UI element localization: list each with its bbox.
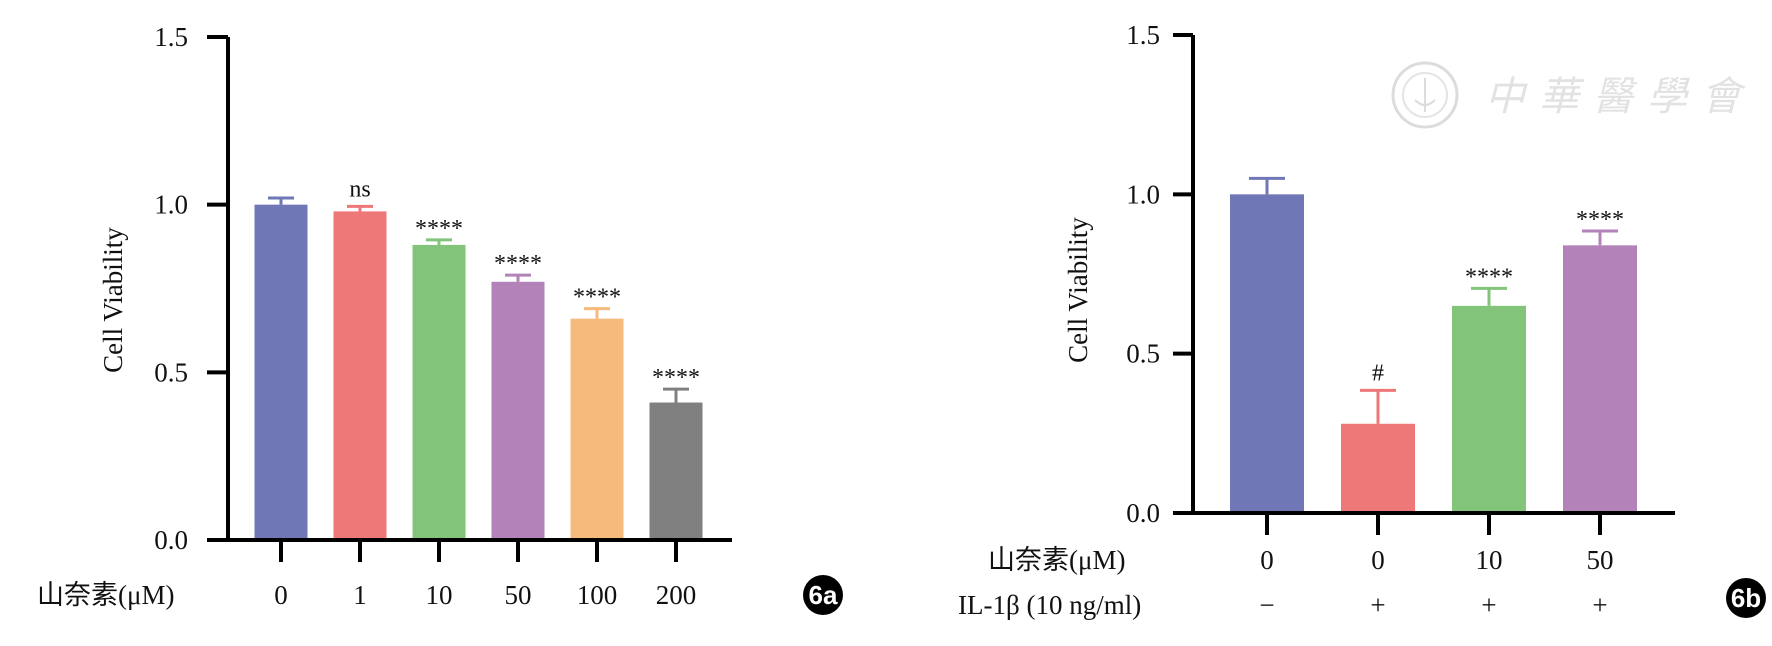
chart-6a: 0 ns 1 **** 10 **** 50 **** 100 **** 200 0.0 0.5 1.0 1… xyxy=(37,22,843,615)
x-secondary-label: + xyxy=(1592,590,1607,620)
x-tick-label: 0 xyxy=(1260,545,1274,575)
x-secondary-label: + xyxy=(1370,590,1385,620)
x-secondary-label: − xyxy=(1259,590,1274,620)
chart-6b: 0 − #0 + **** 10 + **** 50 +0.0 0.5 1.0 1.5 Cell Viab… xyxy=(958,20,1766,620)
bar xyxy=(1452,305,1526,513)
y-axis-title: Cell Viability xyxy=(98,227,128,373)
x-tick-label: 200 xyxy=(656,580,697,610)
y-tick-label: 1.5 xyxy=(1126,20,1160,50)
labels-6b: 0 − #0 + **** 10 + **** 50 +0.0 0.5 1.0 1.5 Cell Viab… xyxy=(958,20,1766,620)
panel-label: 6a xyxy=(809,580,838,610)
significance-label: **** xyxy=(573,285,621,311)
bars-6b xyxy=(1230,176,1637,514)
y-tick-label: 0.5 xyxy=(1126,339,1160,369)
bar xyxy=(649,402,703,540)
row-label: 山奈素(μM) xyxy=(37,580,174,610)
bar xyxy=(412,244,466,540)
bar xyxy=(570,318,624,540)
labels-6a: 0 ns 1 **** 10 **** 50 **** 100 **** 200 0.0 0.5 1.0 1… xyxy=(37,22,843,615)
x-tick-label: 0 xyxy=(274,580,288,610)
watermark: 中華醫學會 xyxy=(1391,61,1755,129)
y-axis-title: Cell Viability xyxy=(1063,217,1093,363)
y-tick-label: 1.5 xyxy=(154,22,188,52)
significance-label: **** xyxy=(1465,264,1513,290)
x-tick-label: 50 xyxy=(1587,545,1614,575)
bar xyxy=(1341,423,1415,513)
panel-label: 6b xyxy=(1731,583,1761,613)
row-label: IL-1β (10 ng/ml) xyxy=(958,590,1141,620)
significance-label: # xyxy=(1372,360,1384,386)
y-tick-label: 0.5 xyxy=(154,357,188,387)
bar xyxy=(1230,194,1304,514)
significance-label: **** xyxy=(494,251,542,277)
x-tick-label: 1 xyxy=(353,580,367,610)
x-tick-label: 0 xyxy=(1371,545,1385,575)
panel-badge xyxy=(1726,578,1766,618)
bar xyxy=(333,211,387,540)
x-tick-label: 100 xyxy=(577,580,618,610)
axes-6a xyxy=(207,35,732,562)
bar xyxy=(254,204,308,540)
axes-6b xyxy=(1173,33,1675,535)
y-tick-label: 0.0 xyxy=(154,525,188,555)
y-tick-label: 1.0 xyxy=(1126,179,1160,209)
significance-label: **** xyxy=(415,216,463,242)
y-tick-label: 0.0 xyxy=(1126,498,1160,528)
y-tick-label: 1.0 xyxy=(154,190,188,220)
x-tick-label: 10 xyxy=(1476,545,1503,575)
row-label: 山奈素(μM) xyxy=(988,545,1125,575)
x-secondary-label: + xyxy=(1481,590,1496,620)
significance-label: **** xyxy=(652,365,700,391)
x-tick-label: 10 xyxy=(426,580,453,610)
panel-badge xyxy=(803,575,843,615)
x-tick-label: 50 xyxy=(505,580,532,610)
significance-label: ns xyxy=(349,176,370,202)
bar xyxy=(1563,245,1637,513)
significance-label: **** xyxy=(1576,207,1624,233)
bar xyxy=(491,281,545,540)
watermark-text: 中華醫學會 xyxy=(1485,74,1755,120)
seal-icon xyxy=(1391,61,1459,129)
bars-6a xyxy=(254,196,703,540)
